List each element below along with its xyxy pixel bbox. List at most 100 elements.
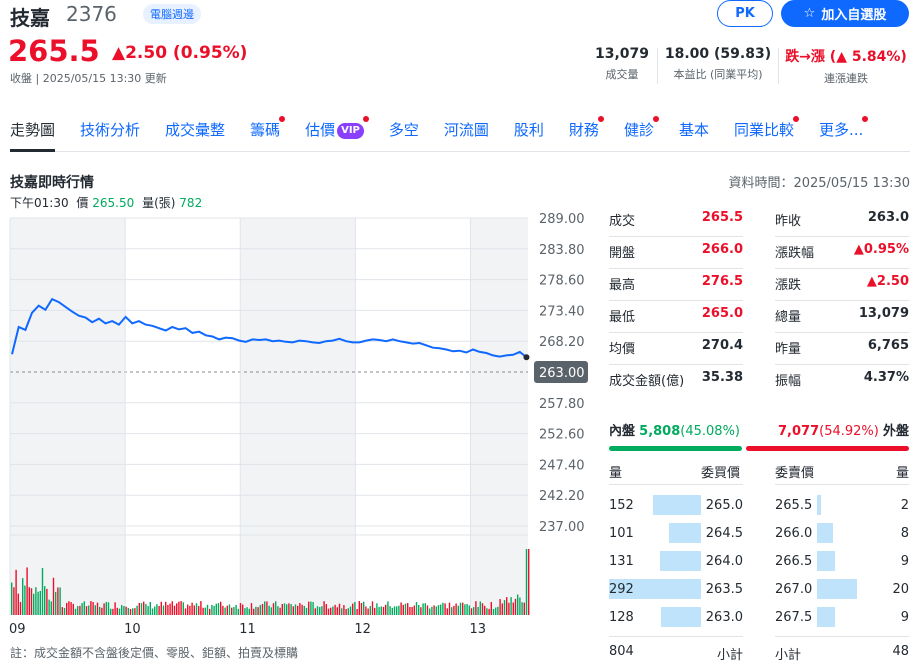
volume-bar bbox=[70, 602, 72, 615]
volume-bar bbox=[74, 608, 77, 615]
tab-10[interactable]: 基本 bbox=[679, 116, 709, 152]
volume-bar bbox=[473, 607, 475, 615]
tab-3[interactable]: 籌碼 bbox=[250, 116, 286, 152]
quote-value: 265.5 bbox=[701, 210, 743, 225]
row-divider bbox=[775, 236, 909, 237]
volume-bar bbox=[510, 597, 512, 615]
volume-bar bbox=[169, 603, 171, 615]
add-watchlist-label: 加入自選股 bbox=[821, 8, 887, 23]
volume-bar bbox=[349, 606, 352, 615]
ask-depth-bar bbox=[817, 551, 835, 571]
volume-bar bbox=[334, 604, 336, 615]
volume-bar bbox=[297, 605, 299, 615]
tab-label: 技術分析 bbox=[80, 121, 141, 139]
add-watchlist-button[interactable]: ☆ 加入自選股 bbox=[781, 0, 909, 27]
volume-bar bbox=[138, 602, 140, 615]
volume-bar bbox=[99, 606, 101, 615]
quote-label: 最低 bbox=[609, 310, 636, 325]
volume-bar bbox=[202, 607, 204, 615]
volume-bar bbox=[156, 604, 158, 615]
volume-bar bbox=[17, 593, 19, 615]
volume-bar bbox=[35, 587, 37, 615]
intraday-chart[interactable]: 289.00 283.80 278.60 273.40 268.20 257.80 252.… bbox=[0, 205, 600, 640]
volume-bar bbox=[389, 606, 391, 615]
volume-bar bbox=[244, 608, 246, 615]
tab-2[interactable]: 成交彙整 bbox=[165, 116, 225, 152]
volume-bar bbox=[248, 608, 250, 615]
volume-bar bbox=[81, 603, 83, 615]
volume-bar bbox=[129, 608, 132, 615]
volume-bar bbox=[191, 602, 193, 615]
volume-bar bbox=[336, 607, 338, 615]
pk-button[interactable]: PK bbox=[717, 0, 773, 27]
tab-8[interactable]: 財務 bbox=[569, 116, 604, 152]
volume-bar bbox=[321, 606, 323, 615]
volume-bar bbox=[165, 601, 167, 615]
volume-bar bbox=[446, 608, 448, 615]
volume-bar bbox=[365, 606, 367, 615]
volume-bar bbox=[239, 603, 242, 615]
volume-bar bbox=[66, 602, 68, 615]
bid-price: 265.0 bbox=[705, 498, 743, 513]
tick-vol-label: 量(張) bbox=[142, 196, 176, 210]
volume-bar bbox=[28, 587, 30, 615]
volume-bar bbox=[182, 602, 184, 615]
volume-bar bbox=[140, 603, 143, 615]
stat-label: 成交量 bbox=[605, 68, 639, 81]
x-tick-label: 12 bbox=[354, 622, 371, 637]
tab-0[interactable]: 走勢圖 bbox=[10, 116, 56, 152]
tab-4[interactable]: 估價 VIP bbox=[305, 116, 369, 152]
volume-bar bbox=[345, 608, 347, 615]
volume-bar bbox=[158, 605, 160, 615]
volume-bar bbox=[253, 608, 255, 615]
tab-6[interactable]: 河流圖 bbox=[444, 116, 489, 152]
volume-bar bbox=[299, 603, 301, 615]
tab-1[interactable]: 技術分析 bbox=[80, 116, 140, 152]
tab-label: 成交彙整 bbox=[165, 121, 226, 139]
tick-volume: 782 bbox=[179, 196, 203, 210]
volume-bar bbox=[96, 602, 99, 615]
volume-bar bbox=[143, 601, 145, 615]
volume-bar bbox=[433, 605, 435, 615]
row-divider bbox=[775, 636, 909, 637]
quote-label: 開盤 bbox=[609, 246, 636, 261]
volume-bar bbox=[118, 608, 121, 615]
footnote: 註：成交金額不含盤後定價、零股、鉅額、拍賣及標購 bbox=[10, 646, 299, 660]
price-line bbox=[11, 297, 528, 358]
tab-label: 基本 bbox=[678, 121, 709, 139]
ask-price: 267.0 bbox=[775, 582, 813, 597]
bid-depth-bar bbox=[609, 579, 701, 599]
tab-7[interactable]: 股利 bbox=[514, 116, 544, 152]
volume-bar bbox=[189, 605, 191, 615]
volume-bar bbox=[380, 606, 382, 615]
volume-bar bbox=[198, 606, 200, 615]
volume-bar bbox=[215, 603, 217, 615]
volume-bar bbox=[204, 607, 206, 615]
volume-bar bbox=[22, 578, 24, 615]
volume-bar bbox=[468, 605, 470, 615]
volume-bar bbox=[484, 605, 486, 615]
bid-price: 263.0 bbox=[705, 610, 743, 625]
y-tick-label: 289.00 bbox=[539, 212, 585, 227]
tab-9[interactable]: 健診 bbox=[624, 116, 659, 152]
volume-bar bbox=[354, 602, 356, 615]
volume-bar bbox=[338, 603, 341, 615]
quote-value: 13,079 bbox=[858, 306, 909, 321]
volume-bar bbox=[39, 590, 41, 615]
volume-bar bbox=[523, 602, 525, 615]
tab-5[interactable]: 多空 bbox=[389, 116, 419, 152]
row-divider bbox=[609, 364, 743, 365]
volume-bar bbox=[316, 606, 319, 615]
volume-bar bbox=[121, 605, 123, 615]
tab-12[interactable]: 更多... bbox=[819, 116, 869, 152]
stat-pe: 18.00 (59.83) 本益比 (同業平均) bbox=[662, 46, 774, 82]
tab-11[interactable]: 同業比較 bbox=[733, 116, 799, 152]
section-title: 技嘉即時行情 bbox=[10, 175, 94, 191]
stock-code: 2376 bbox=[66, 2, 117, 26]
industry-badge[interactable]: 電腦週邊 bbox=[143, 4, 201, 24]
volume-bar bbox=[68, 601, 70, 615]
volume-bar bbox=[319, 607, 321, 615]
tab-label: 同業比較 bbox=[733, 121, 794, 139]
volume-bar bbox=[371, 601, 374, 615]
volume-bar bbox=[325, 604, 327, 615]
